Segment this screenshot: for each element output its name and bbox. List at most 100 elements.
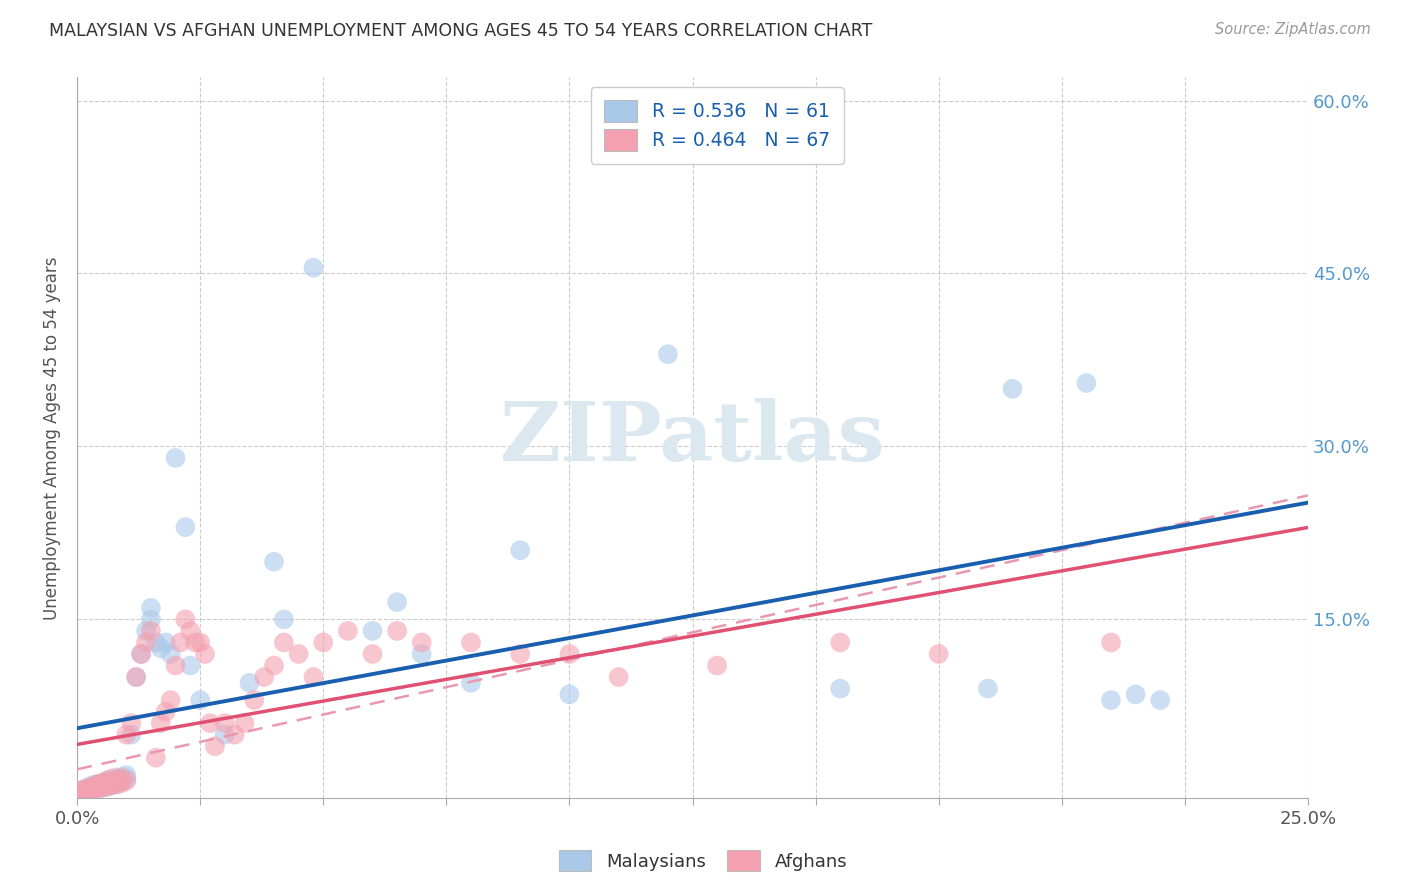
Point: [179, 658, 201, 673]
Point: [977, 681, 1000, 696]
Point: [110, 773, 132, 788]
Point: [385, 595, 408, 609]
Point: [155, 635, 177, 649]
Point: [243, 693, 266, 707]
Point: [336, 624, 359, 638]
Point: [165, 658, 187, 673]
Point: [96, 777, 118, 791]
Point: [155, 705, 177, 719]
Point: [86, 780, 108, 794]
Point: [86, 777, 108, 791]
Point: [86, 780, 108, 794]
Point: [86, 781, 108, 796]
Point: [90, 780, 112, 795]
Point: [70, 783, 93, 797]
Point: [80, 783, 103, 797]
Point: [115, 773, 138, 788]
Point: [312, 635, 335, 649]
Point: [90, 780, 112, 795]
Point: [96, 780, 118, 794]
Point: [263, 658, 285, 673]
Point: [135, 635, 157, 649]
Point: [1149, 693, 1171, 707]
Point: [224, 728, 246, 742]
Point: [70, 785, 93, 799]
Point: [179, 624, 201, 638]
Point: [70, 784, 93, 798]
Point: [70, 784, 93, 798]
Point: [830, 635, 852, 649]
Point: [70, 783, 93, 797]
Point: [165, 450, 187, 465]
Point: [1001, 382, 1024, 396]
Point: [76, 783, 98, 797]
Point: [233, 716, 256, 731]
Point: [115, 728, 138, 742]
Point: [214, 728, 236, 742]
Point: [273, 635, 295, 649]
Point: [125, 670, 148, 684]
Point: [411, 647, 433, 661]
Point: [145, 751, 167, 765]
Point: [302, 260, 325, 275]
Point: [169, 635, 191, 649]
Point: [287, 647, 309, 661]
Point: [76, 781, 98, 796]
Point: [1099, 693, 1122, 707]
Point: [558, 647, 581, 661]
Point: [188, 693, 211, 707]
Point: [159, 647, 181, 661]
Text: MALAYSIAN VS AFGHAN UNEMPLOYMENT AMONG AGES 45 TO 54 YEARS CORRELATION CHART: MALAYSIAN VS AFGHAN UNEMPLOYMENT AMONG A…: [49, 22, 873, 40]
Point: [149, 641, 172, 656]
Point: [1076, 376, 1098, 390]
Point: [928, 647, 950, 661]
Point: [198, 716, 221, 731]
Point: [90, 776, 112, 790]
Point: [90, 776, 112, 790]
Point: [558, 687, 581, 701]
Point: [76, 780, 98, 795]
Point: [361, 647, 384, 661]
Point: [385, 624, 408, 638]
Point: [509, 647, 531, 661]
Point: [204, 739, 226, 754]
Point: [125, 670, 148, 684]
Point: [135, 624, 157, 638]
Point: [509, 543, 531, 558]
Point: [110, 776, 132, 790]
Point: [184, 635, 207, 649]
Point: [105, 777, 128, 791]
Point: [214, 716, 236, 731]
Point: [80, 781, 103, 796]
Point: [194, 647, 217, 661]
Text: ZIPatlas: ZIPatlas: [499, 398, 886, 478]
Point: [115, 772, 138, 786]
Point: [830, 681, 852, 696]
Point: [100, 772, 122, 786]
Point: [76, 784, 98, 798]
Point: [100, 779, 122, 793]
Point: [80, 780, 103, 794]
Point: [129, 647, 152, 661]
Y-axis label: Unemployment Among Ages 45 to 54 years: Unemployment Among Ages 45 to 54 years: [44, 256, 60, 620]
Point: [115, 768, 138, 782]
Point: [105, 773, 128, 788]
Point: [76, 784, 98, 798]
Point: [706, 658, 728, 673]
Point: [96, 777, 118, 791]
Point: [253, 670, 276, 684]
Point: [139, 624, 162, 638]
Point: [238, 675, 260, 690]
Point: [80, 781, 103, 796]
Point: [174, 612, 197, 626]
Point: [460, 635, 482, 649]
Point: [105, 777, 128, 791]
Point: [110, 771, 132, 785]
Point: [1099, 635, 1122, 649]
Point: [174, 520, 197, 534]
Point: [273, 612, 295, 626]
Point: [90, 779, 112, 793]
Point: [100, 776, 122, 790]
Text: Source: ZipAtlas.com: Source: ZipAtlas.com: [1215, 22, 1371, 37]
Point: [263, 555, 285, 569]
